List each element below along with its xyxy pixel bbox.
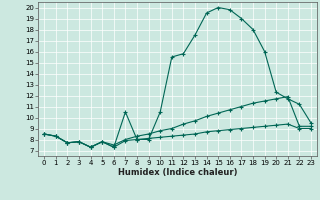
X-axis label: Humidex (Indice chaleur): Humidex (Indice chaleur) (118, 168, 237, 177)
